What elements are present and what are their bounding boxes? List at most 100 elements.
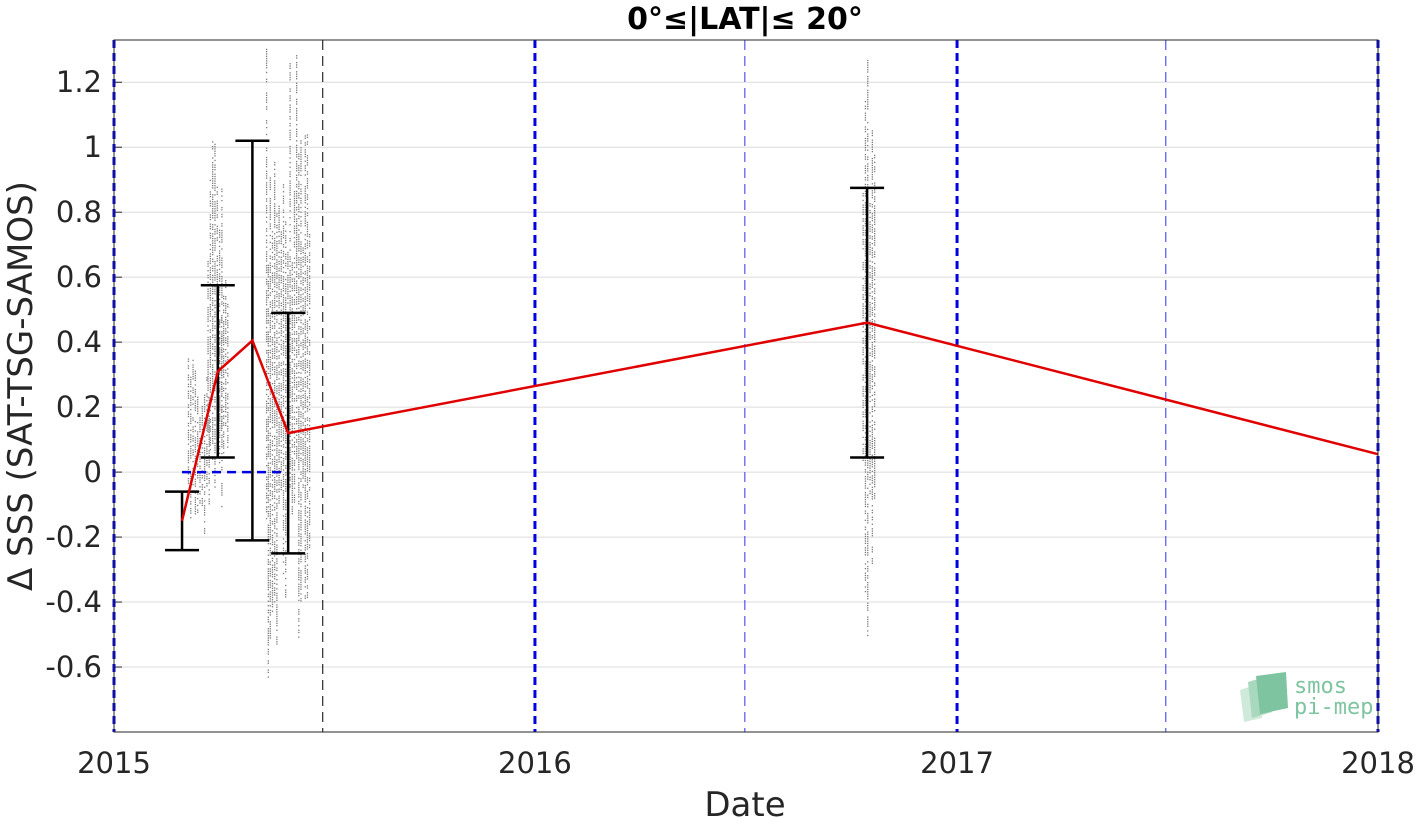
scatter-point <box>220 406 223 409</box>
scatter-point <box>267 621 269 623</box>
mean-series-line <box>180 321 1379 522</box>
scatter-point <box>271 596 274 599</box>
scatter-point <box>291 287 293 289</box>
scatter-point <box>209 299 212 301</box>
scatter-point <box>298 489 300 491</box>
scatter-point <box>265 239 268 241</box>
scatter-point <box>207 369 209 371</box>
scatter-point <box>289 477 291 479</box>
scatter-point <box>862 404 864 406</box>
scatter-point <box>201 451 203 454</box>
scatter-point <box>871 486 874 489</box>
scatter-point <box>306 233 309 235</box>
scatter-point <box>225 404 227 406</box>
scatter-point <box>296 225 298 227</box>
scatter-point <box>212 145 214 148</box>
scatter-point <box>282 485 285 487</box>
scatter-point <box>208 424 210 427</box>
scatter-point <box>274 506 276 509</box>
scatter-point <box>871 443 874 445</box>
scatter-point <box>222 373 225 376</box>
scatter-point <box>296 363 298 365</box>
scatter-point <box>267 524 269 526</box>
scatter-point <box>302 378 304 380</box>
scatter-point <box>296 303 298 305</box>
scatter-point <box>282 234 285 237</box>
scatter-point <box>265 313 268 315</box>
scatter-point <box>869 216 871 219</box>
scatter-point <box>214 327 216 329</box>
scatter-point <box>267 335 269 338</box>
scatter-point <box>282 262 285 264</box>
scatter-point <box>214 145 216 148</box>
scatter-point <box>282 379 285 381</box>
scatter-point <box>207 325 209 327</box>
scatter-point <box>274 414 276 417</box>
scatter-point <box>289 201 291 203</box>
scatter-points <box>187 48 876 678</box>
scatter-point <box>864 144 867 147</box>
scatter-point <box>271 541 274 543</box>
scatter-point <box>302 454 304 456</box>
scatter-point <box>291 423 293 425</box>
scatter-point <box>302 461 304 463</box>
scatter-point <box>194 370 197 372</box>
scatter-point <box>298 245 300 247</box>
scatter-point <box>289 479 291 481</box>
scatter-point <box>298 572 300 574</box>
scatter-point <box>298 174 300 176</box>
scatter-point <box>221 278 223 280</box>
scatter-point <box>862 209 864 211</box>
scatter-point <box>862 298 864 301</box>
scatter-point <box>206 459 208 462</box>
scatter-point <box>278 357 280 359</box>
scatter-point <box>298 618 300 620</box>
scatter-point <box>867 522 869 524</box>
scatter-point <box>207 277 209 279</box>
scatter-point <box>293 374 296 377</box>
scatter-point <box>304 434 306 436</box>
scatter-point <box>212 198 214 201</box>
scatter-point <box>308 447 311 450</box>
scatter-point <box>203 408 206 410</box>
scatter-point <box>221 234 223 236</box>
scatter-point <box>874 228 876 230</box>
scatter-point <box>203 459 206 461</box>
scatter-point <box>269 359 271 361</box>
scatter-point <box>304 487 306 489</box>
scatter-point <box>199 458 201 460</box>
scatter-point <box>212 368 214 371</box>
scatter-point <box>265 64 268 67</box>
scatter-point <box>308 514 311 516</box>
scatter-point <box>867 593 869 595</box>
scatter-point <box>308 298 311 300</box>
scatter-point <box>190 445 192 448</box>
scatter-point <box>280 373 282 376</box>
scatter-point <box>282 310 285 312</box>
scatter-point <box>269 494 271 497</box>
scatter-point <box>267 641 269 644</box>
scatter-point <box>276 252 278 254</box>
scatter-point <box>212 276 214 279</box>
scatter-point <box>306 341 309 343</box>
scatter-point <box>308 259 311 261</box>
scatter-point <box>300 478 302 480</box>
scatter-point <box>289 410 291 412</box>
scatter-point <box>212 161 214 164</box>
scatter-point <box>291 487 293 490</box>
scatter-point <box>864 282 867 285</box>
scatter-point <box>190 438 192 441</box>
scatter-point <box>306 520 309 523</box>
scatter-point <box>867 577 869 579</box>
scatter-point <box>282 280 285 283</box>
scatter-point <box>306 523 309 525</box>
scatter-point <box>269 409 271 411</box>
scatter-point <box>289 380 291 382</box>
scatter-point <box>864 439 867 441</box>
scatter-point <box>278 274 280 276</box>
scatter-point <box>308 286 311 289</box>
scatter-point <box>306 178 309 180</box>
scatter-point <box>271 307 274 309</box>
scatter-point <box>871 348 874 351</box>
scatter-point <box>187 392 190 395</box>
